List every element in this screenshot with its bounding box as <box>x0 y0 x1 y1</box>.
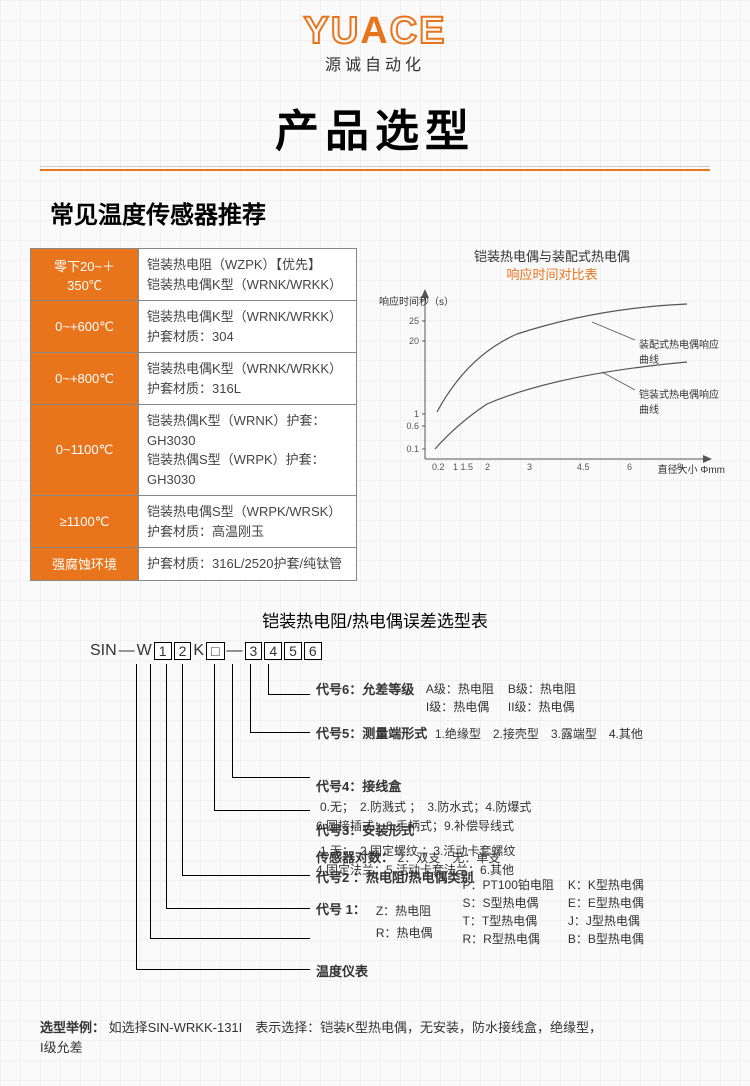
pair-label: 传感器对数： <box>316 850 394 865</box>
d1-right-item: S：S型热电偶 <box>463 894 554 912</box>
code-box-sq: □ <box>206 642 224 660</box>
selection-example: 选型举例： 如选择SIN-WRKK-131I 表示选择：铠装K型热电偶，无安装，… <box>40 1018 710 1060</box>
main-title: 产品选型 <box>0 95 750 159</box>
curve2-label: 铠装式热电偶响应曲线 <box>639 386 727 416</box>
svg-text:3: 3 <box>527 462 532 472</box>
svg-text:1: 1 <box>414 409 419 419</box>
code-box-4: 4 <box>264 642 282 660</box>
desc-d6: 代号6：允差等级 A级：热电阻 B级：热电阻 I级：热电偶 II级：热电偶 <box>316 680 576 716</box>
d1-right-item: E：E型热电偶 <box>568 894 644 912</box>
table-desc-cell: 铠装热电阻（WZPK）【优先】 铠装热电偶K型（WRNK/WRKK） <box>139 249 357 301</box>
d1-right-item: T：T型热电偶 <box>463 912 554 930</box>
table-desc-cell: 铠装热偶K型（WRNK）护套：GH3030 铠装热偶S型（WRPK）护套：GH3… <box>139 405 357 496</box>
table-range-cell: 0~+600℃ <box>31 301 139 353</box>
d1-right-item: B：B型热电偶 <box>568 930 644 948</box>
response-chart: 铠装热电偶与装配式热电偶 响应时间对比表 0.1 0.6 1 20 25 0.2… <box>377 248 727 489</box>
d5-label: 代号5：测量端形式 <box>316 726 427 741</box>
d6-label: 代号6：允差等级 <box>316 682 414 697</box>
top-row: 零下20~＋350℃铠装热电阻（WZPK）【优先】 铠装热电偶K型（WRNK/W… <box>30 248 750 581</box>
code-dash: — <box>119 642 135 660</box>
table-range-cell: ≥1100℃ <box>31 496 139 548</box>
code-box-2: 2 <box>174 642 192 660</box>
code-prefix: SIN <box>90 642 117 660</box>
d1-left-item: R：热电偶 <box>376 922 433 945</box>
brand-header: YUACE 源诚自动化 <box>0 0 750 75</box>
code-box-3: 3 <box>245 642 263 660</box>
d1-right-item: R：R型热电偶 <box>463 930 554 948</box>
example-label: 选型举例： <box>40 1020 105 1035</box>
table-range-cell: 0~+800℃ <box>31 353 139 405</box>
code-k: K <box>193 642 204 660</box>
main-title-section: 产品选型 <box>0 95 750 171</box>
d1-label: 代号 1： <box>316 900 366 920</box>
product-code-row: SIN — W 1 2 K □ — 3 4 5 6 <box>90 642 750 660</box>
selection-diagram: 代号6：允差等级 A级：热电阻 B级：热电阻 I级：热电偶 II级：热电偶 代号5：测… <box>90 664 750 1004</box>
code-w: W <box>137 642 152 660</box>
svg-text:0.2: 0.2 <box>432 462 445 472</box>
spec-title: 铠装热电阻/热电偶误差选型表 <box>0 607 750 632</box>
example-text: 如选择SIN-WRKK-131I 表示选择：铠装K型热电偶，无安装，防水接线盒，… <box>40 1020 602 1056</box>
table-desc-cell: 护套材质：316L/2520护套/纯钛管 <box>139 548 357 581</box>
code-box-6: 6 <box>304 642 322 660</box>
brand-subtitle: 源诚自动化 <box>0 51 750 75</box>
chart-title-line2: 响应时间对比表 <box>506 267 597 282</box>
logo-a: A <box>360 10 389 52</box>
chart-x-label: 直径大小 Φmm <box>658 461 725 476</box>
curve1-label: 装配式热电偶响应曲线 <box>639 336 727 366</box>
d6-item: A级：热电阻 <box>426 680 494 698</box>
recommendation-table: 零下20~＋350℃铠装热电阻（WZPK）【优先】 铠装热电偶K型（WRNK/W… <box>30 248 357 581</box>
d6-item: II级：热电偶 <box>508 698 576 716</box>
svg-text:0.6: 0.6 <box>406 421 419 431</box>
svg-text:20: 20 <box>409 336 419 346</box>
chart-y-label: 响应时间秒（s） <box>379 293 454 308</box>
table-desc-cell: 铠装热电偶K型（WRNK/WRKK） 护套材质：316L <box>139 353 357 405</box>
desc-d1: 代号 1： Z：热电阻R：热电偶 P：PT100铂电阻K：K型热电偶S：S型热电… <box>316 900 644 948</box>
pair-text: 2：双支 无：单支 <box>398 851 501 865</box>
brand-logo: YUACE <box>0 10 750 53</box>
chart-svg: 0.1 0.6 1 20 25 0.2 1 1.5 2 3 4.5 6 8 <box>377 284 727 484</box>
d6-item: I级：热电偶 <box>426 698 494 716</box>
d1-right-item: J：J型热电偶 <box>568 912 644 930</box>
chart-title-line1: 铠装热电偶与装配式热电偶 <box>474 249 630 264</box>
desc-pair: 传感器对数： 2：双支 无：单支 <box>316 848 500 868</box>
table-desc-cell: 铠装热电偶K型（WRNK/WRKK） 护套材质：304 <box>139 301 357 353</box>
d1-right-item: P：PT100铂电阻 <box>463 876 554 894</box>
svg-text:6: 6 <box>627 462 632 472</box>
title-underline <box>40 169 710 171</box>
svg-text:1 1.5: 1 1.5 <box>453 462 473 472</box>
d2-label: 代号2 ：热电阻/热电偶类别 <box>316 870 473 885</box>
code-box-1: 1 <box>154 642 172 660</box>
d1-right-item: K：K型热电偶 <box>568 876 644 894</box>
section-subtitle: 常见温度传感器推荐 <box>50 195 750 230</box>
table-range-cell: 0~1100℃ <box>31 405 139 496</box>
table-range-cell: 强腐蚀环境 <box>31 548 139 581</box>
chart-title: 铠装热电偶与装配式热电偶 响应时间对比表 <box>377 248 727 284</box>
d4-label: 代号4：接线盒 <box>316 779 401 794</box>
logo-post: CE <box>390 10 447 52</box>
d5-text: 1.绝缘型 2.接壳型 3.露端型 4.其他 <box>435 727 643 741</box>
svg-text:2: 2 <box>485 462 490 472</box>
desc-meter: 温度仪表 <box>316 962 368 982</box>
table-desc-cell: 铠装热电偶S型（WRPK/WRSK） 护套材质：高温刚玉 <box>139 496 357 548</box>
table-range-cell: 零下20~＋350℃ <box>31 249 139 301</box>
svg-text:4.5: 4.5 <box>577 462 590 472</box>
d6-item: B级：热电阻 <box>508 680 576 698</box>
desc-d2: 代号2 ：热电阻/热电偶类别 <box>316 868 473 888</box>
d1-left-item: Z：热电阻 <box>376 900 433 923</box>
logo-pre: YU <box>303 10 360 52</box>
desc-d5: 代号5：测量端形式 1.绝缘型 2.接壳型 3.露端型 4.其他 <box>316 724 643 744</box>
code-dash2: — <box>227 642 243 660</box>
svg-text:25: 25 <box>409 316 419 326</box>
d3-label: 代号3：安装形式 <box>316 823 414 838</box>
meter-label: 温度仪表 <box>316 964 368 979</box>
code-box-5: 5 <box>284 642 302 660</box>
svg-text:0.1: 0.1 <box>406 444 419 454</box>
